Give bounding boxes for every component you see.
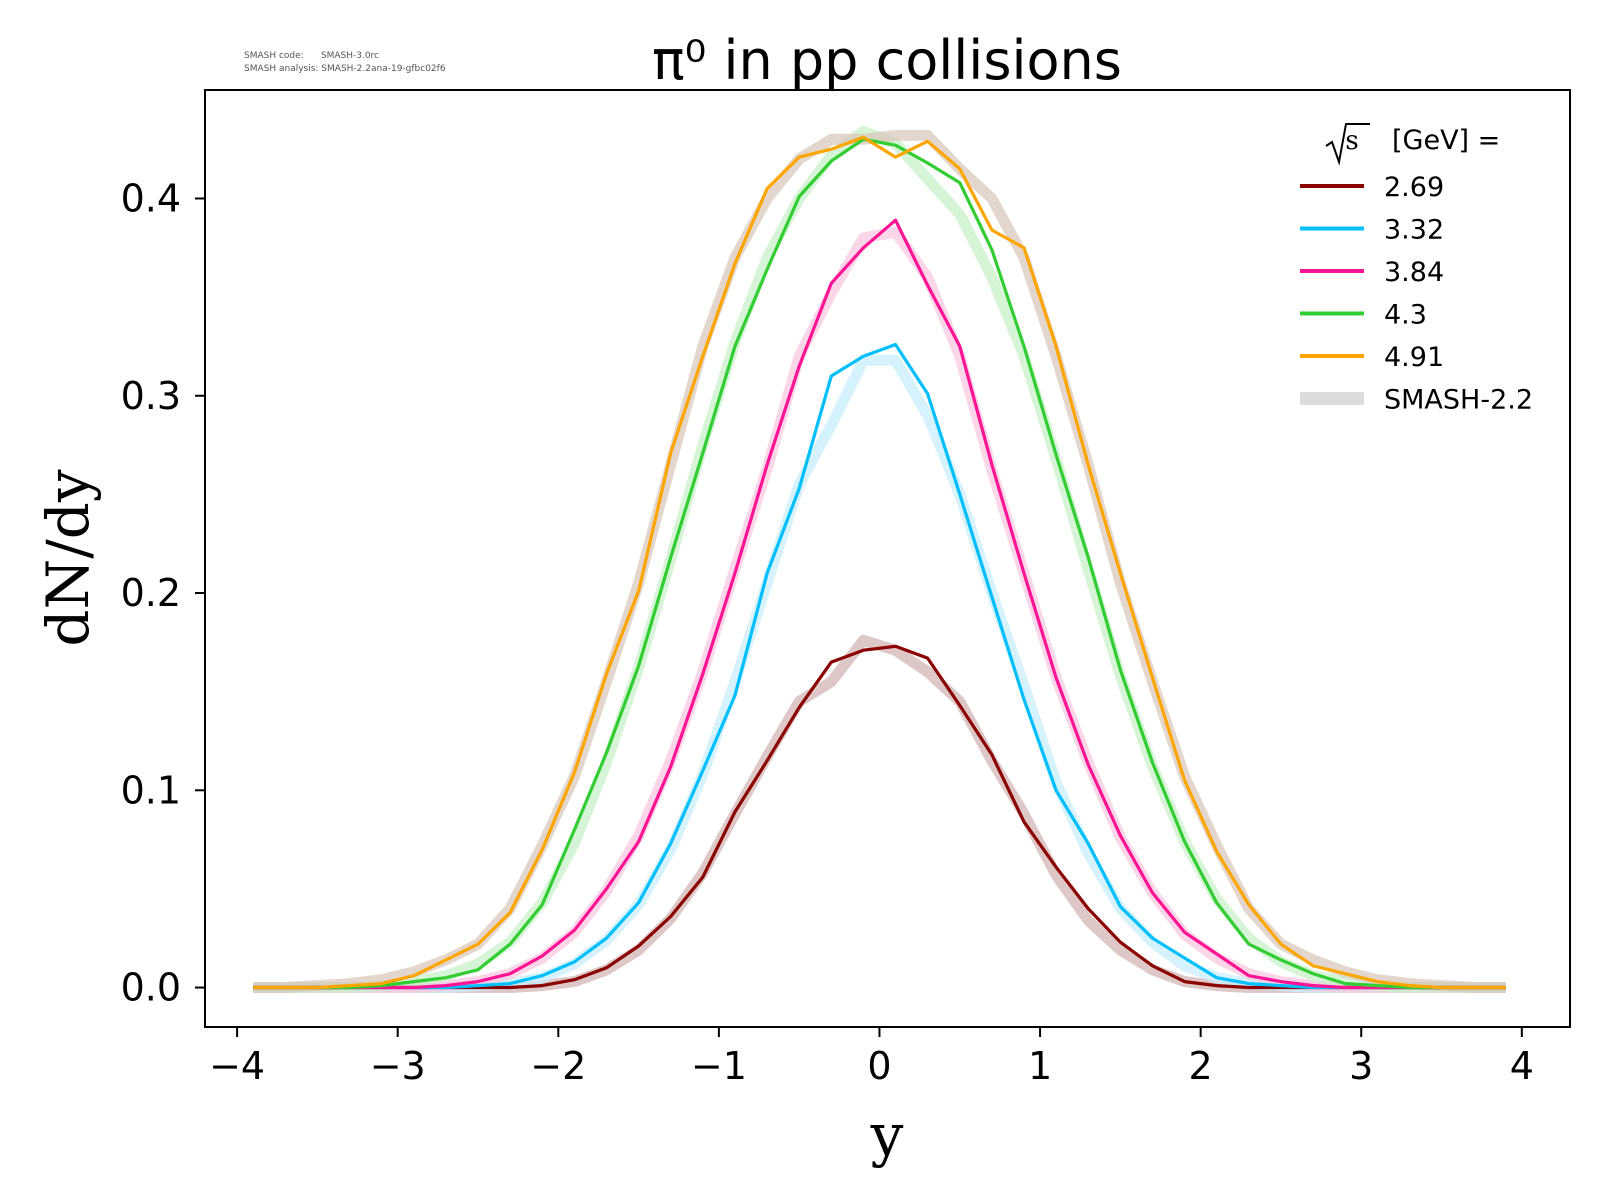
- x-tick-label: −3: [370, 1044, 426, 1088]
- legend-label: 2.69: [1384, 172, 1444, 203]
- legend-items: 2.69 3.32 3.84 4.3 4.91 SMASH-2.2: [1300, 172, 1533, 416]
- y-tick-label: 0.3: [121, 374, 181, 418]
- plot-frame: [204, 89, 1571, 1028]
- y-tick-label: 0.4: [121, 176, 181, 220]
- legend-label: 3.84: [1384, 257, 1444, 288]
- legend-label: 3.32: [1384, 215, 1444, 246]
- x-tick-label: 4: [1510, 1044, 1534, 1088]
- x-tick-label: 0: [867, 1044, 891, 1088]
- y-tick-label: 0.2: [121, 571, 181, 615]
- x-tick-label: 2: [1189, 1044, 1213, 1088]
- legend-title: [GeV] =: [1392, 125, 1500, 156]
- x-tick-label: 3: [1349, 1044, 1373, 1088]
- sqrt-sign: [1325, 123, 1370, 166]
- legend-label: 4.91: [1384, 342, 1444, 373]
- legend-label: 4.3: [1384, 300, 1427, 331]
- x-tick-label: −1: [691, 1044, 747, 1088]
- sqrt-s-symbol: s: [1325, 123, 1370, 166]
- y-tick-label: 0.0: [121, 966, 181, 1010]
- y-axis-ticks: 0.0 0.1 0.2 0.3 0.4: [121, 176, 205, 1010]
- series-line-4.91: [253, 135, 1506, 990]
- chart-title: π⁰ in pp collisions: [652, 29, 1122, 92]
- x-tick-label: 1: [1028, 1044, 1052, 1088]
- legend: s [GeV] = 2.69 3.32 3.84 4.3 4.91 SMASH-2.2: [1300, 123, 1533, 416]
- series-lines: [253, 135, 1506, 990]
- x-axis-label: y: [870, 1101, 904, 1169]
- series-line-4.3: [253, 137, 1506, 990]
- series-line-3.32: [253, 342, 1506, 990]
- y-axis-label: dN/dy: [34, 469, 102, 647]
- series-line-3.84: [253, 218, 1506, 990]
- smash-code-label: SMASH code: SMASH-3.0rc: [244, 51, 379, 61]
- x-tick-label: −4: [209, 1044, 265, 1088]
- smash-analysis-label: SMASH analysis: SMASH-2.2ana-19-gfbc02f6: [244, 64, 446, 74]
- x-axis-ticks: −4 −3 −2 −1 0 1 2 3 4: [209, 1027, 1534, 1088]
- legend-label: SMASH-2.2: [1384, 385, 1533, 416]
- x-tick-label: −2: [530, 1044, 586, 1088]
- y-tick-label: 0.1: [121, 768, 181, 812]
- sqrt-s-text: s: [1345, 126, 1358, 156]
